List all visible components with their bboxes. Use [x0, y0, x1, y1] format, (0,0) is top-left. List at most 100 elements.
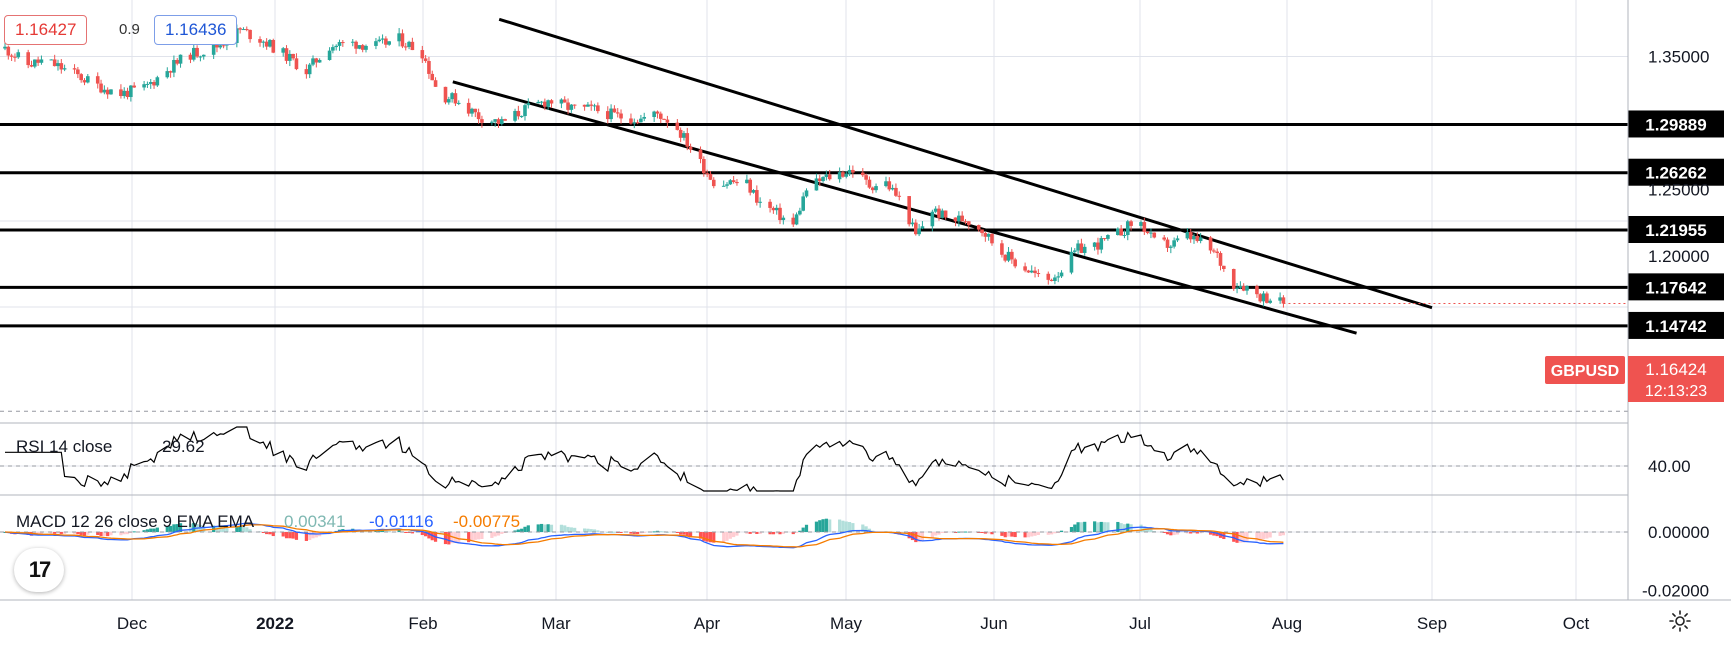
candle-body [341, 42, 345, 44]
candle-body [907, 196, 911, 225]
candle-body [59, 63, 64, 70]
candle [447, 96, 451, 105]
x-tick-label: May [830, 614, 863, 633]
buy-quote-box[interactable]: 1.16436 [154, 15, 238, 45]
tradingview-logo[interactable]: 17 [14, 548, 64, 592]
macd-hist-bar [735, 532, 739, 536]
candle [572, 104, 577, 109]
candle [960, 211, 964, 222]
candle-body [314, 58, 319, 63]
candle-body [662, 118, 666, 120]
candle [9, 53, 14, 62]
candle-body [539, 101, 544, 103]
candle-body [1059, 272, 1064, 277]
candle [1125, 219, 1130, 241]
candle-body [957, 215, 961, 222]
macd-hist-bar [702, 532, 706, 541]
candle [546, 99, 550, 110]
candle [1069, 247, 1074, 275]
candle-body [52, 59, 57, 67]
candle-body [937, 208, 941, 218]
candle-body [798, 210, 802, 215]
candle-body [119, 89, 123, 97]
candle [1142, 217, 1147, 235]
candle [639, 114, 643, 123]
macd-hist-bar [63, 532, 67, 534]
macd-hist-bar [245, 527, 249, 532]
macd-hist-bar [930, 532, 934, 539]
candle-body [874, 186, 878, 191]
macd-tick-label: 0.00000 [1648, 523, 1709, 542]
candle-body [109, 89, 113, 95]
candle-body [125, 90, 130, 98]
candle [341, 39, 345, 47]
candle [980, 229, 984, 237]
macd-hist-bar [265, 532, 269, 535]
candle [350, 38, 355, 47]
gear-icon[interactable] [1668, 609, 1692, 633]
sell-quote-box[interactable]: 1.16427 [4, 15, 88, 45]
candle-body [317, 59, 322, 63]
candle [662, 118, 666, 120]
macd-hist-bar [708, 532, 713, 543]
candle [804, 188, 809, 198]
candle-body [1162, 237, 1166, 240]
macd-hist-bar [1023, 532, 1027, 538]
candle [26, 49, 30, 69]
candle [364, 44, 368, 53]
descending-channel[interactable] [452, 17, 1433, 335]
candle [519, 115, 524, 118]
candle-body [933, 208, 938, 212]
candle-body [188, 54, 193, 60]
macd-hist-bar [861, 524, 865, 532]
candle-body [503, 119, 507, 121]
candle [1238, 281, 1243, 290]
macd-hist-bar [867, 528, 872, 532]
candle [655, 110, 660, 119]
candle-body [983, 233, 988, 237]
candle [1096, 237, 1100, 255]
candle [258, 36, 262, 47]
candle-body [195, 47, 199, 57]
macd-hist-bar [606, 531, 610, 533]
candle-body [420, 50, 425, 59]
candle [466, 98, 471, 117]
candle [62, 64, 67, 72]
macd-hist-bar [917, 532, 921, 543]
candle [705, 169, 709, 178]
macd-hist-bar [629, 532, 633, 534]
candle-body [682, 133, 686, 138]
candle-body [867, 179, 872, 188]
candle-body [456, 102, 461, 104]
candle-body [960, 215, 964, 222]
candle [1082, 243, 1087, 256]
candle [188, 52, 193, 64]
macd-hist-bar [675, 532, 679, 533]
candle [1169, 245, 1173, 254]
macd-hist-bar [1215, 532, 1219, 537]
candle [748, 177, 752, 196]
candle [384, 36, 388, 48]
macd-hist-bar [188, 523, 193, 532]
candle [990, 233, 994, 246]
macd-hist-bar [314, 532, 318, 538]
macd-hist-bar [1195, 532, 1199, 534]
candle-body [1029, 270, 1034, 273]
macd-hist-bar [410, 532, 414, 534]
candle-body [1049, 279, 1054, 281]
candle-body [827, 174, 832, 180]
candle [1255, 284, 1259, 298]
candle [682, 130, 686, 141]
candle-body [105, 89, 110, 95]
horizontal-levels[interactable]: 1.29889 1.26262 1.21955 1.17642 1.14742 [0, 110, 1724, 339]
macd-hist-bar [1069, 526, 1074, 532]
candle-body [374, 41, 378, 46]
candle [884, 176, 888, 188]
macd-hist-bar [937, 532, 941, 535]
candle-body [781, 217, 786, 221]
macd-hist-bar [698, 532, 703, 539]
candle [198, 55, 203, 62]
candle-body [155, 77, 160, 86]
candle [1049, 278, 1054, 282]
